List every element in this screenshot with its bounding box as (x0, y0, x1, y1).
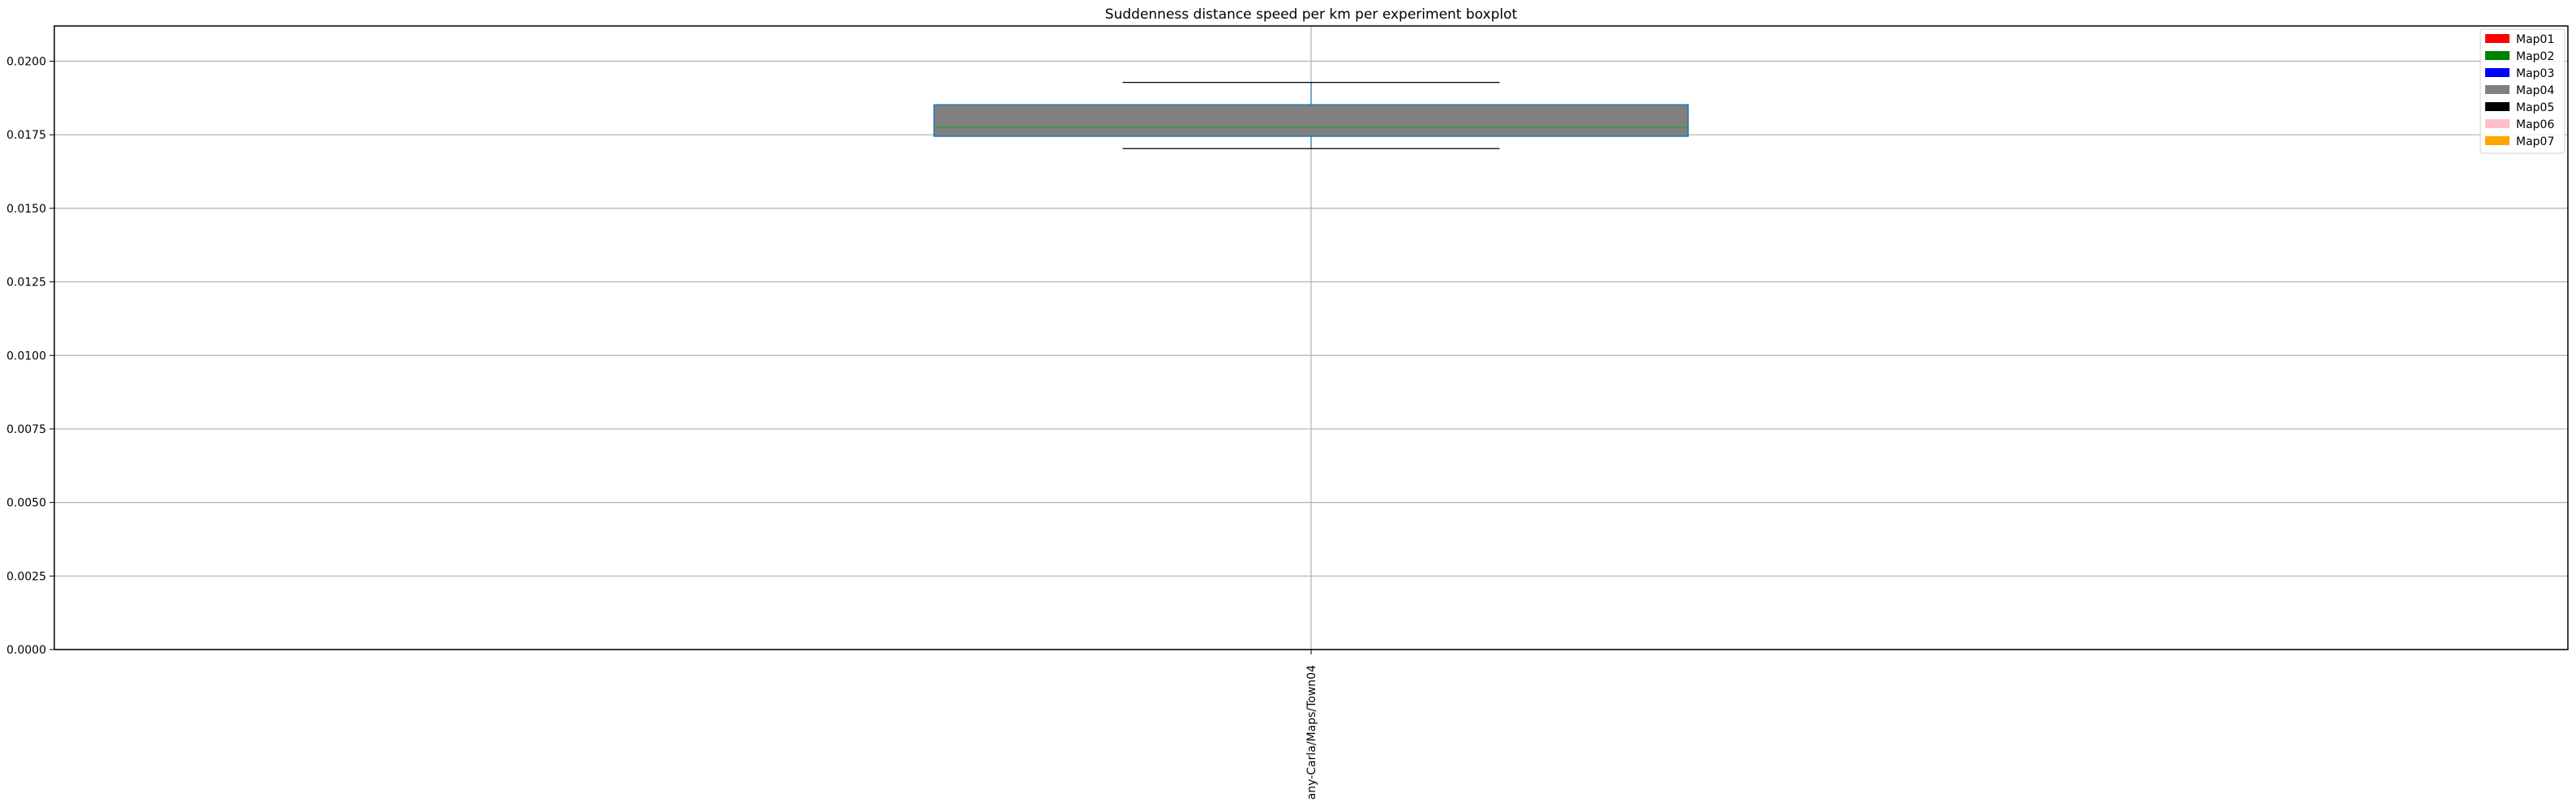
legend-swatch (2485, 102, 2510, 111)
y-axis: 0.0000 0.0025 0.0050 0.0075 0.0100 0.0125 0.01… (6, 56, 54, 657)
box-series (933, 82, 1689, 149)
legend-swatch (2485, 85, 2510, 94)
chart-title: Suddenness distance speed per km per exp… (1105, 6, 1518, 23)
legend-swatch (2485, 136, 2510, 145)
y-tick-label: 0.0175 (6, 129, 46, 142)
legend-label: Map01 (2516, 33, 2554, 46)
legend: Map01 Map02 Map03 Map04 Map05 Map06 Map07 (2480, 28, 2565, 154)
legend-label: Map04 (2516, 84, 2554, 97)
y-tick-label: 0.0050 (6, 497, 46, 510)
y-tick-label: 0.0000 (6, 644, 46, 657)
legend-label: Map02 (2516, 50, 2554, 63)
legend-label: Map07 (2516, 135, 2554, 148)
y-tick-label: 0.0075 (6, 423, 46, 436)
legend-label: Map03 (2516, 67, 2554, 80)
grid-lines (54, 26, 2568, 650)
legend-swatch (2485, 34, 2510, 43)
box-iqr (933, 104, 1689, 137)
legend-label: Map05 (2516, 101, 2554, 114)
x-tick-label: any-Carla/Maps/Town04 (1305, 665, 1318, 800)
y-tick-label: 0.0125 (6, 277, 46, 289)
legend-swatch (2485, 68, 2510, 77)
y-tick-label: 0.0200 (6, 56, 46, 69)
y-tick-label: 0.0100 (6, 350, 46, 362)
x-axis: any-Carla/Maps/Town04 (1305, 650, 1318, 800)
y-tick-label: 0.0150 (6, 203, 46, 216)
legend-swatch (2485, 119, 2510, 128)
legend-label: Map06 (2516, 118, 2554, 131)
legend-swatch (2485, 51, 2510, 60)
y-tick-label: 0.0025 (6, 570, 46, 583)
